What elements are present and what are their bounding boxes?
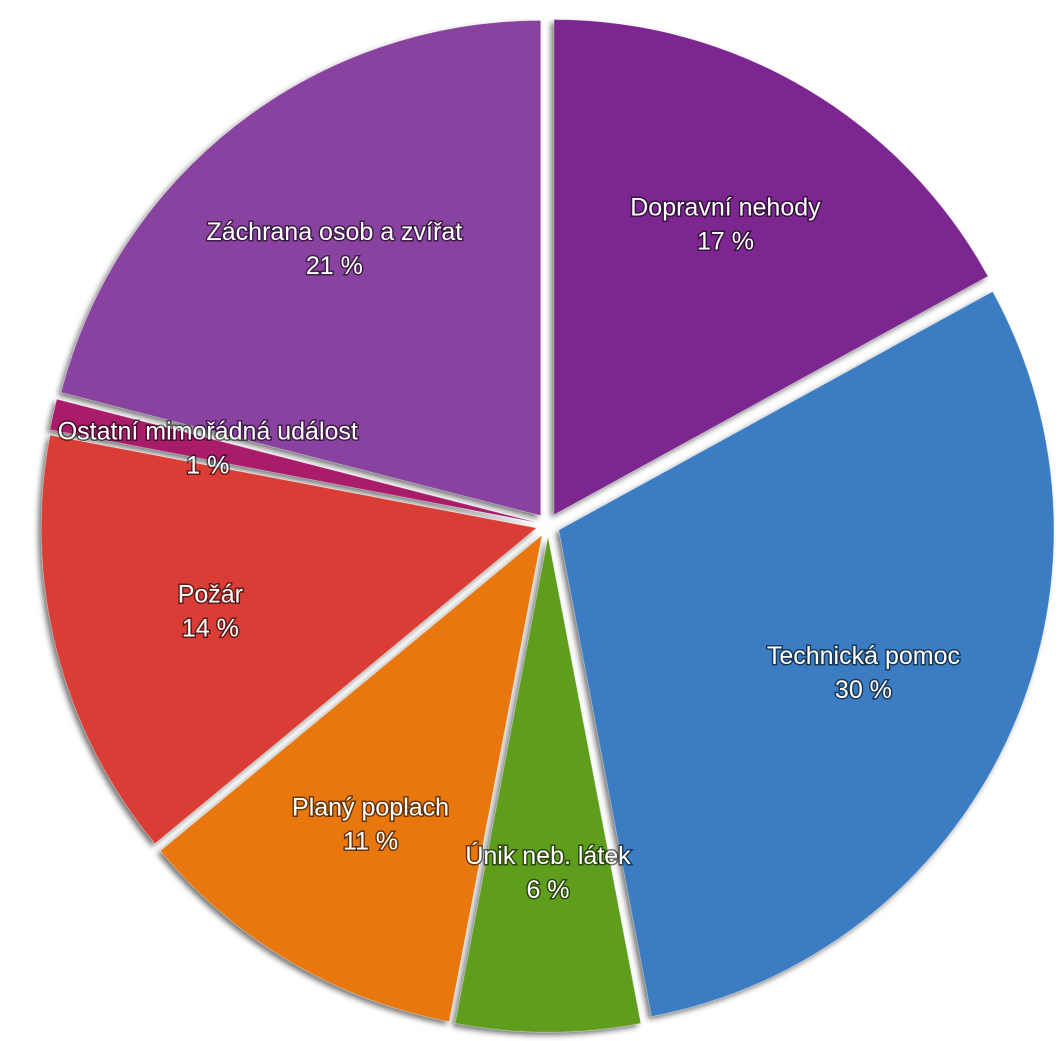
- pie: [40, 19, 1055, 1033]
- slice-value-label: 11 %: [343, 828, 398, 856]
- slice-value-label: 6 %: [526, 876, 569, 904]
- pie-slice: [40, 434, 538, 845]
- slice-value-label: 14 %: [182, 614, 239, 642]
- slice-label: Technická pomoc: [767, 642, 960, 670]
- pie-slice: [159, 534, 543, 1023]
- slice-label: Planý poplach: [292, 794, 449, 822]
- labels: Dopravní nehody 17 % Technická pomoc 30 % Ún…: [56, 192, 961, 906]
- slice-value-label: 21 %: [306, 252, 363, 280]
- slice-label: Dopravní nehody: [630, 194, 821, 222]
- slice-value-label: 1 %: [186, 452, 229, 480]
- slice-label: Ostatní mimořádná událost: [58, 418, 358, 446]
- slice-value-label: 17 %: [697, 228, 754, 256]
- slice-label: Záchrana osob a zvířat: [206, 218, 462, 246]
- slice-value-label: 30 %: [835, 676, 892, 704]
- pie-slice: [49, 398, 537, 523]
- pie-slice: [454, 536, 642, 1033]
- slice-label: Požár: [178, 580, 243, 608]
- pie-slice: [558, 290, 1055, 1017]
- slice-label: Únik neb. látek: [465, 841, 631, 870]
- pie-slice: [60, 20, 542, 517]
- pie-slice: [553, 19, 989, 516]
